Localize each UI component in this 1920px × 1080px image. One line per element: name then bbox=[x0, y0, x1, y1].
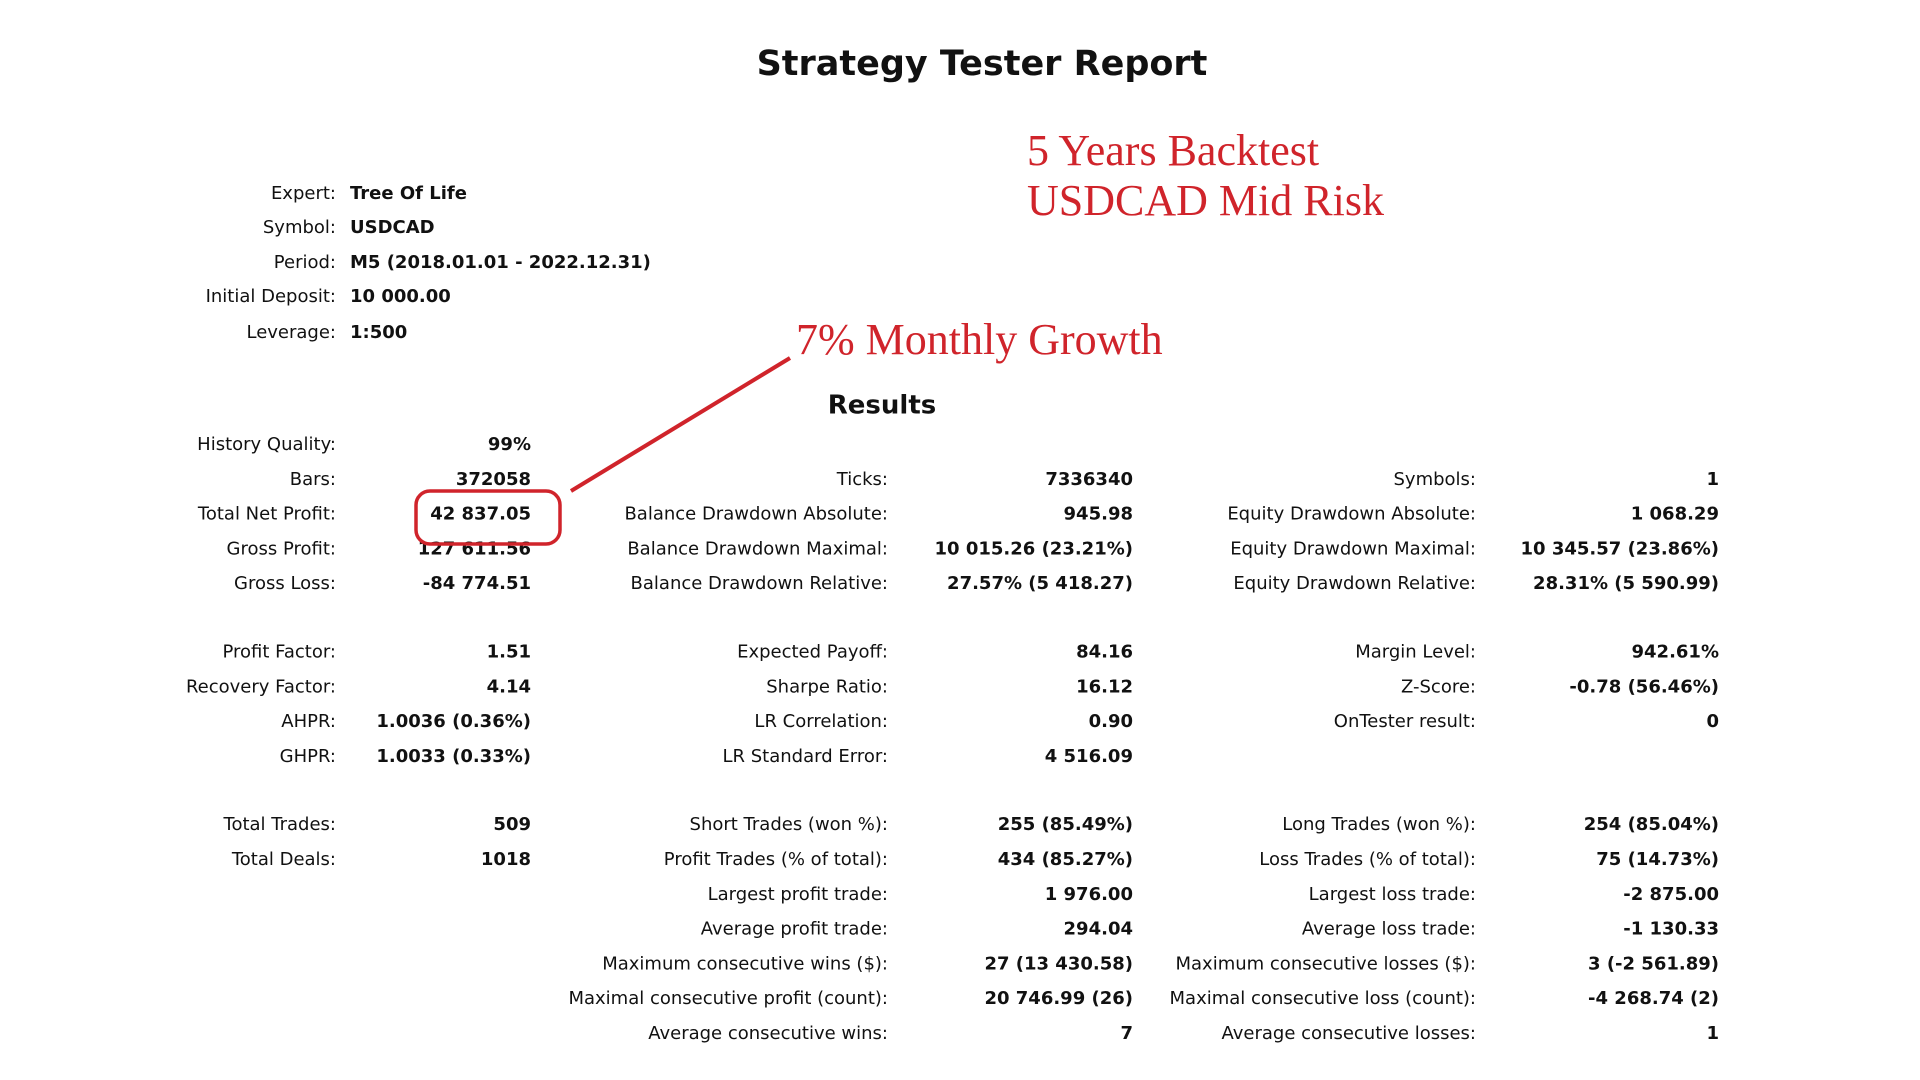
metric-value: 3 (-2 561.89) bbox=[1588, 953, 1719, 974]
metric-value: 4.14 bbox=[487, 676, 531, 697]
metric-value: -2 875.00 bbox=[1623, 884, 1719, 905]
metric-label: Long Trades (won %): bbox=[1282, 814, 1476, 835]
field-value: M5 (2018.01.01 - 2022.12.31) bbox=[350, 252, 651, 273]
metric-label: Ticks: bbox=[836, 469, 888, 490]
field-value: 1:500 bbox=[350, 322, 407, 343]
metric-value: 16.12 bbox=[1076, 676, 1133, 697]
metric-value: 372058 bbox=[456, 469, 531, 490]
metric-value: 1.0033 (0.33%) bbox=[376, 746, 531, 767]
metric-label: Profit Factor: bbox=[222, 642, 336, 663]
annotation: USDCAD Mid Risk bbox=[1027, 176, 1384, 225]
metric-value: 1 068.29 bbox=[1631, 504, 1719, 525]
metric-value: 255 (85.49%) bbox=[998, 814, 1133, 835]
metric-value: 1 bbox=[1706, 1023, 1719, 1044]
metric-value: 1018 bbox=[481, 849, 531, 870]
metric-value: 434 (85.27%) bbox=[998, 849, 1133, 870]
metric-label: Maximum consecutive wins ($): bbox=[602, 953, 888, 974]
metric-label: Average profit trade: bbox=[701, 919, 888, 940]
metric-label: Margin Level: bbox=[1355, 642, 1476, 663]
metric-value: 127 611.56 bbox=[418, 538, 531, 559]
metric-label: Balance Drawdown Relative: bbox=[631, 573, 888, 594]
metric-label: Loss Trades (% of total): bbox=[1259, 849, 1476, 870]
metric-label: Profit Trades (% of total): bbox=[664, 849, 888, 870]
metric-value: 10 015.26 (23.21%) bbox=[935, 538, 1133, 559]
metric-value: 75 (14.73%) bbox=[1596, 849, 1719, 870]
section-title: Results bbox=[828, 391, 936, 421]
metric-label: LR Standard Error: bbox=[723, 746, 889, 767]
metric-label: Largest profit trade: bbox=[708, 884, 888, 905]
highlight bbox=[414, 489, 562, 546]
metric-label: Z-Score: bbox=[1401, 676, 1476, 697]
metric-label: Average consecutive losses: bbox=[1221, 1023, 1476, 1044]
metric-value: 7 bbox=[1120, 1023, 1133, 1044]
metric-value: -84 774.51 bbox=[423, 573, 531, 594]
metric-value: 10 345.57 (23.86%) bbox=[1521, 538, 1719, 559]
metric-label: Maximal consecutive loss (count): bbox=[1170, 988, 1476, 1009]
field-value: 10 000.00 bbox=[350, 286, 451, 307]
metric-value: 294.04 bbox=[1064, 919, 1133, 940]
metric-value: 1.51 bbox=[487, 642, 531, 663]
metric-value: 1.0036 (0.36%) bbox=[376, 711, 531, 732]
metric-value: 28.31% (5 590.99) bbox=[1533, 573, 1719, 594]
metric-value: 42 837.05 bbox=[430, 504, 531, 525]
metric-label: Average loss trade: bbox=[1302, 919, 1476, 940]
arrow bbox=[569, 356, 792, 493]
metric-label: Equity Drawdown Absolute: bbox=[1227, 504, 1476, 525]
metric-value: 945.98 bbox=[1064, 504, 1133, 525]
metric-value: -4 268.74 (2) bbox=[1588, 988, 1719, 1009]
annotation: 7% Monthly Growth bbox=[796, 315, 1163, 364]
field-label: Expert: bbox=[271, 183, 336, 204]
metric-value: 0 bbox=[1706, 711, 1719, 732]
metric-label: Total Deals: bbox=[231, 849, 336, 870]
metric-value: -1 130.33 bbox=[1623, 919, 1719, 940]
metric-value: 7336340 bbox=[1045, 469, 1133, 490]
metric-label: Total Net Profit: bbox=[197, 504, 336, 525]
metric-value: 509 bbox=[493, 814, 531, 835]
metric-label: Symbols: bbox=[1394, 469, 1477, 490]
metric-label: Gross Profit: bbox=[227, 538, 336, 559]
report-title: Strategy Tester Report bbox=[757, 44, 1208, 84]
metric-value: 84.16 bbox=[1076, 642, 1133, 663]
metric-label: AHPR: bbox=[281, 711, 336, 732]
metric-value: 4 516.09 bbox=[1045, 746, 1133, 767]
metric-label: Maximal consecutive profit (count): bbox=[568, 988, 888, 1009]
metric-value: -0.78 (56.46%) bbox=[1569, 676, 1719, 697]
metric-label: Recovery Factor: bbox=[186, 676, 336, 697]
metric-label: Average consecutive wins: bbox=[648, 1023, 888, 1044]
metric-label: Short Trades (won %): bbox=[690, 814, 888, 835]
field-value: Tree Of Life bbox=[350, 183, 467, 204]
metric-label: Sharpe Ratio: bbox=[766, 676, 888, 697]
metric-value: 20 746.99 (26) bbox=[984, 988, 1133, 1009]
field-label: Leverage: bbox=[246, 322, 336, 343]
metric-label: Gross Loss: bbox=[234, 573, 336, 594]
metric-label: History Quality: bbox=[197, 434, 336, 455]
metric-value: 99% bbox=[488, 434, 531, 455]
metric-value: 0.90 bbox=[1089, 711, 1133, 732]
metric-label: Bars: bbox=[290, 469, 336, 490]
field-label: Initial Deposit: bbox=[206, 286, 336, 307]
metric-label: Equity Drawdown Maximal: bbox=[1230, 538, 1476, 559]
metric-label: Balance Drawdown Maximal: bbox=[627, 538, 888, 559]
metric-value: 27.57% (5 418.27) bbox=[947, 573, 1133, 594]
metric-value: 254 (85.04%) bbox=[1584, 814, 1719, 835]
metric-label: Total Trades: bbox=[223, 814, 336, 835]
metric-label: OnTester result: bbox=[1334, 711, 1476, 732]
field-label: Symbol: bbox=[263, 217, 336, 238]
metric-label: LR Correlation: bbox=[754, 711, 888, 732]
metric-value: 1 bbox=[1706, 469, 1719, 490]
metric-value: 27 (13 430.58) bbox=[984, 953, 1133, 974]
metric-label: GHPR: bbox=[280, 746, 336, 767]
metric-value: 1 976.00 bbox=[1045, 884, 1133, 905]
metric-label: Equity Drawdown Relative: bbox=[1233, 573, 1476, 594]
field-value: USDCAD bbox=[350, 217, 435, 238]
metric-value: 942.61% bbox=[1632, 642, 1720, 663]
metric-label: Expected Payoff: bbox=[737, 642, 888, 663]
metric-label: Balance Drawdown Absolute: bbox=[624, 504, 888, 525]
metric-label: Largest loss trade: bbox=[1309, 884, 1476, 905]
metric-label: Maximum consecutive losses ($): bbox=[1176, 953, 1477, 974]
annotation: 5 Years Backtest bbox=[1027, 126, 1319, 175]
field-label: Period: bbox=[274, 252, 336, 273]
